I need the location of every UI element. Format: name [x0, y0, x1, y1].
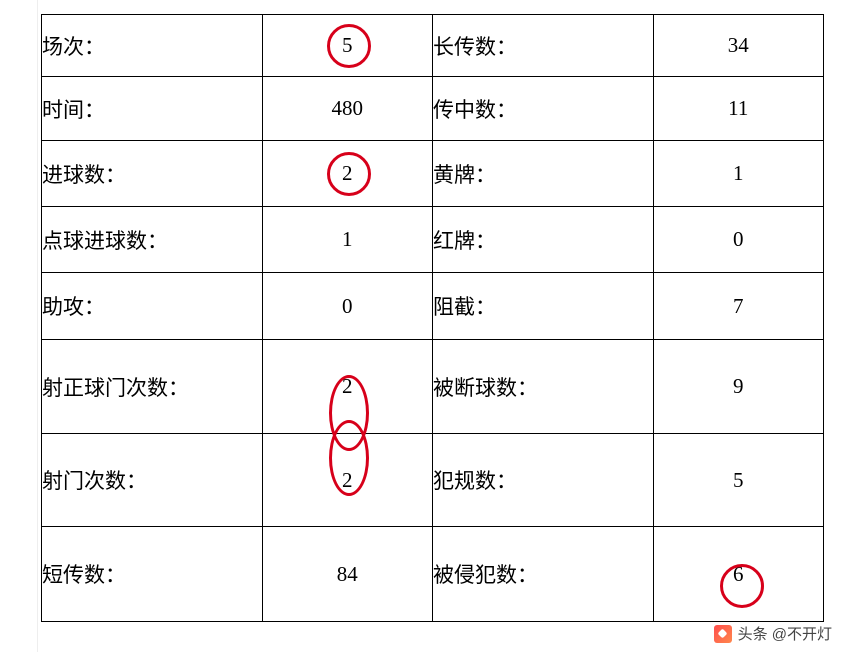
table-row: 短传数： 84 被侵犯数： 6	[42, 527, 824, 622]
table-row: 进球数： 2 黄牌： 1	[42, 141, 824, 207]
stat-value-text: 34	[728, 33, 749, 57]
stat-value-text: 2	[342, 161, 353, 185]
stat-value-text: 2	[342, 374, 353, 398]
table-row: 射门次数： 2 犯规数： 5	[42, 434, 824, 527]
stat-value-text: 2	[342, 468, 353, 492]
stat-label-left: 时间：	[42, 77, 263, 141]
stat-value-left: 2	[262, 141, 432, 207]
stat-value-text: 0	[733, 227, 744, 251]
stat-value-left: 2	[262, 434, 432, 527]
stat-value-text: 5	[342, 33, 353, 57]
stat-value-left: 1	[262, 207, 432, 273]
stat-label-right: 犯规数：	[432, 434, 653, 527]
table-row: 助攻： 0 阻截： 7	[42, 273, 824, 340]
stat-value-text: 11	[728, 96, 748, 120]
stat-value-right: 7	[653, 273, 823, 340]
stat-value-right: 9	[653, 340, 823, 434]
stat-value-left: 480	[262, 77, 432, 141]
stat-value-text: 7	[733, 294, 744, 318]
stat-value-right: 1	[653, 141, 823, 207]
stat-label-right: 长传数：	[432, 15, 653, 77]
stat-value-right: 5	[653, 434, 823, 527]
stat-value-left: 0	[262, 273, 432, 340]
stat-label-right: 被断球数：	[432, 340, 653, 434]
stat-value-right: 6	[653, 527, 823, 622]
stat-value-text: 84	[337, 562, 358, 586]
stat-label-right: 黄牌：	[432, 141, 653, 207]
watermark-text: 头条 @不开灯	[738, 623, 832, 644]
stats-table: 场次： 5 长传数： 34 时间： 480 传中数： 11 进球数： 2 黄牌： 1 点球进球数： 1 红牌…	[41, 14, 824, 622]
stat-label-right: 红牌：	[432, 207, 653, 273]
table-row: 场次： 5 长传数： 34	[42, 15, 824, 77]
stat-value-right: 0	[653, 207, 823, 273]
stat-value-text: 1	[733, 161, 744, 185]
stat-label-left: 进球数：	[42, 141, 263, 207]
stat-label-left: 点球进球数：	[42, 207, 263, 273]
stat-label-right: 阻截：	[432, 273, 653, 340]
stat-value-left: 84	[262, 527, 432, 622]
stat-label-left: 助攻：	[42, 273, 263, 340]
stat-value-right: 11	[653, 77, 823, 141]
watermark: 头条 @不开灯	[714, 623, 832, 644]
stat-label-left: 短传数：	[42, 527, 263, 622]
stat-value-left: 5	[262, 15, 432, 77]
stat-value-left: 2	[262, 340, 432, 434]
stat-label-left: 射门次数：	[42, 434, 263, 527]
stat-value-right: 34	[653, 15, 823, 77]
table-row: 点球进球数： 1 红牌： 0	[42, 207, 824, 273]
table-row: 射正球门次数： 2 被断球数： 9	[42, 340, 824, 434]
stat-value-text: 0	[342, 294, 353, 318]
stat-label-right: 被侵犯数：	[432, 527, 653, 622]
stat-label-right: 传中数：	[432, 77, 653, 141]
bg-gridline	[37, 0, 38, 652]
stats-table-body: 场次： 5 长传数： 34 时间： 480 传中数： 11 进球数： 2 黄牌： 1 点球进球数： 1 红牌…	[42, 15, 824, 622]
stat-label-left: 场次：	[42, 15, 263, 77]
stat-value-text: 6	[733, 562, 744, 586]
table-row: 时间： 480 传中数： 11	[42, 77, 824, 141]
stat-value-text: 480	[332, 96, 364, 120]
stat-value-text: 9	[733, 374, 744, 398]
stat-value-text: 5	[733, 468, 744, 492]
watermark-icon	[714, 625, 732, 643]
stat-label-left: 射正球门次数：	[42, 340, 263, 434]
stat-value-text: 1	[342, 227, 353, 251]
